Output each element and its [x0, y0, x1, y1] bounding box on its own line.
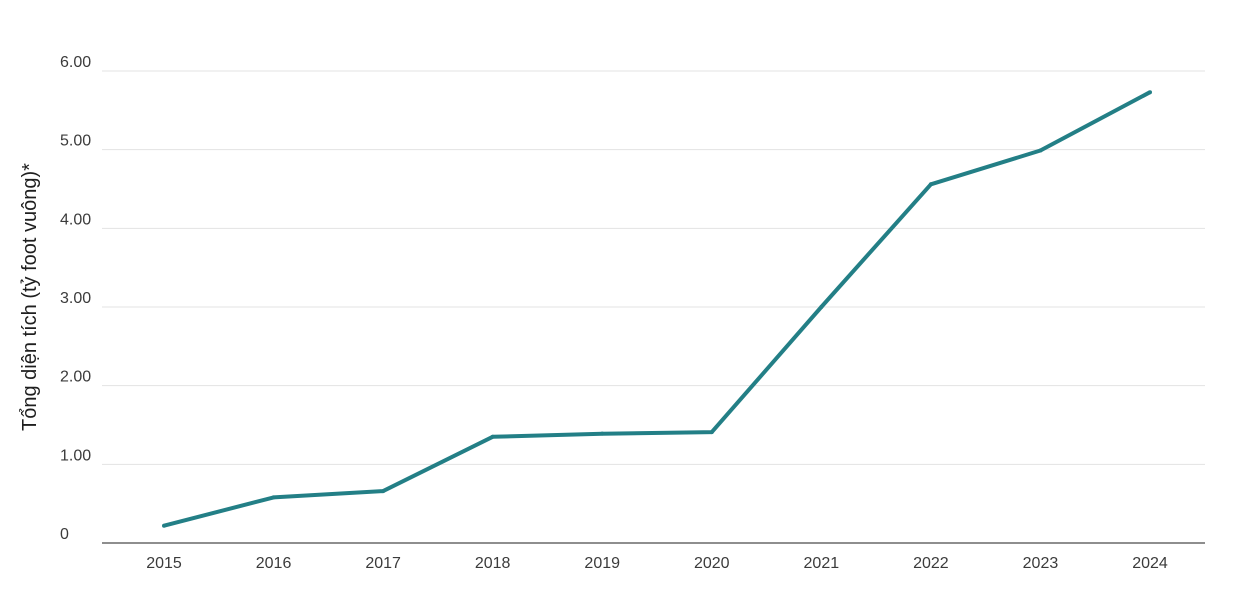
x-tick-label: 2019 [584, 555, 620, 572]
y-axis-ticks: 0 1.00 2.00 3.00 4.00 5.00 6.00 [60, 54, 91, 543]
x-tick-label: 2022 [913, 555, 949, 572]
data-point [709, 430, 714, 435]
data-point [600, 431, 605, 436]
gridlines [102, 70, 1205, 465]
y-tick-label: 3.00 [60, 290, 91, 307]
data-point [928, 182, 933, 187]
x-tick-label: 2023 [1023, 555, 1059, 572]
x-tick-label: 2021 [804, 555, 840, 572]
y-tick-label: 2.00 [60, 369, 91, 386]
y-tick-label: 1.00 [60, 447, 91, 464]
x-tick-label: 2024 [1132, 555, 1168, 572]
y-tick-label: 5.00 [60, 133, 91, 150]
y-tick-label: 0 [60, 526, 69, 543]
x-tick-label: 2015 [146, 555, 182, 572]
series-line [163, 90, 1151, 528]
data-point [819, 305, 824, 309]
data-point [271, 495, 276, 500]
x-tick-label: 2018 [475, 555, 511, 572]
data-point [162, 523, 166, 528]
x-tick-label: 2020 [694, 555, 730, 572]
data-point [1038, 148, 1043, 153]
x-axis-ticks: 2015 2016 2017 2018 2019 2020 2021 2022 2023 2024 [146, 555, 1168, 572]
data-point [381, 489, 386, 494]
x-tick-label: 2017 [365, 555, 401, 572]
data-point [490, 434, 495, 439]
y-tick-label: 6.00 [60, 54, 91, 71]
data-point [1148, 90, 1152, 95]
y-axis-title: Tổng diện tích (tỷ foot vuông)* [19, 163, 41, 431]
x-tick-label: 2016 [256, 555, 292, 572]
y-tick-label: 4.00 [60, 211, 91, 228]
series-layer [162, 90, 1152, 528]
